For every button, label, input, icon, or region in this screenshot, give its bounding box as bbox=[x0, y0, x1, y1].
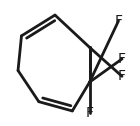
Text: F: F bbox=[118, 52, 126, 66]
Text: F: F bbox=[115, 14, 122, 28]
Text: F: F bbox=[118, 69, 126, 83]
Text: F: F bbox=[86, 106, 94, 120]
